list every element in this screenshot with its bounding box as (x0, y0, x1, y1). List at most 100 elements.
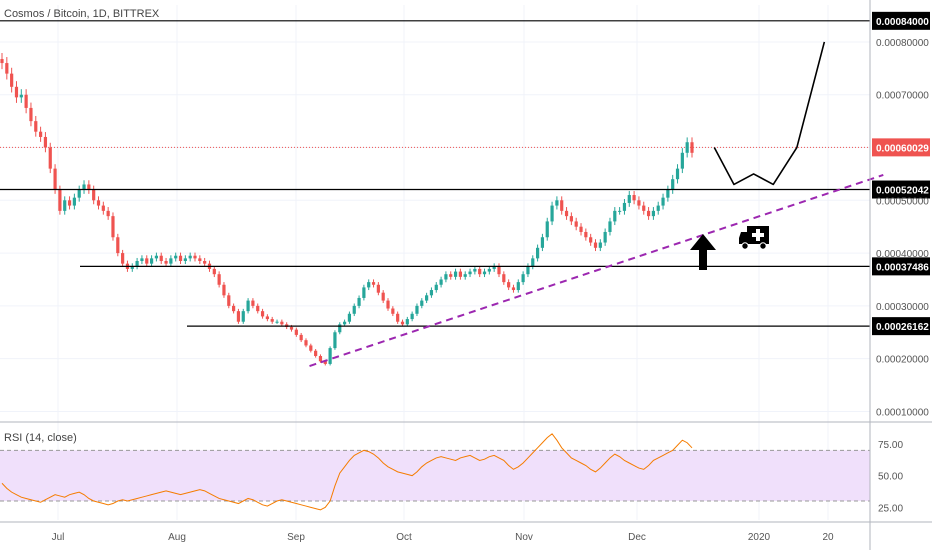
candle-body (246, 300, 250, 312)
candle-body (5, 63, 9, 74)
trendline (309, 174, 884, 367)
date-tick-label: Aug (168, 532, 186, 543)
candle-body (188, 255, 192, 259)
candle-body (661, 197, 665, 206)
candle-body (222, 284, 226, 296)
candle-body (439, 279, 443, 285)
candle-body (642, 205, 646, 211)
annotations (690, 226, 769, 270)
candle-body (632, 195, 636, 201)
candle-body (193, 255, 197, 259)
candle-body (260, 311, 265, 317)
candle-body (232, 305, 236, 312)
candle-body (352, 305, 356, 314)
up-arrow-icon (690, 234, 716, 270)
candle-body (593, 242, 598, 248)
last-price-label: 0.00060029 (876, 143, 929, 154)
candle-body (516, 282, 520, 291)
ambulance-cross-h (752, 233, 764, 237)
candle-body (487, 268, 491, 272)
candle-body (420, 300, 424, 306)
candle-body (550, 205, 554, 222)
support-resistance-lines: 0.00084000 0.00052042 0.00037486 0.00026162 (0, 11, 930, 336)
candle-body (39, 131, 43, 137)
candle-body (198, 258, 202, 262)
candle-body (43, 136, 48, 148)
candle-body (492, 266, 496, 269)
date-tick-label: Dec (628, 532, 646, 543)
candle-body (396, 313, 400, 322)
candle-body (468, 271, 472, 275)
candle-body (289, 326, 294, 330)
candle-body (381, 292, 385, 301)
ambulance-cab (739, 232, 747, 244)
level-tag (872, 11, 930, 30)
price-tick-label: 0.00020000 (876, 355, 929, 366)
axis-labels: 0.000800000.000700000.000600000.00050000… (52, 38, 930, 543)
candle-body (425, 295, 429, 301)
candle-body (101, 205, 105, 211)
price-tick-label: 0.00080000 (876, 38, 929, 49)
candle-body (453, 271, 458, 277)
candle-body (227, 295, 231, 306)
candle-body (164, 261, 168, 264)
candle-body (482, 271, 487, 275)
candle-body (106, 210, 110, 217)
candle-body (275, 321, 279, 323)
candle-body (415, 305, 419, 314)
candle-body (96, 200, 101, 206)
chart-title: Cosmos / Bitcoin, 1D, BITTREX (4, 8, 160, 20)
price-tick-label: 0.00070000 (876, 91, 929, 102)
candle-body (159, 255, 163, 262)
candle-body (87, 184, 91, 190)
candle-body (651, 210, 655, 217)
candle-body (130, 266, 134, 269)
candle-body (256, 305, 260, 312)
candle-body (251, 300, 255, 306)
candle-body (473, 268, 477, 272)
candle-body (217, 274, 221, 285)
candle-body (34, 121, 38, 132)
candle-body (116, 237, 120, 254)
candle-body (241, 311, 245, 322)
rsi-tick-label: 25.00 (878, 503, 903, 514)
date-tick-label: Oct (396, 532, 412, 543)
candle-body (236, 311, 241, 322)
candle-body (671, 179, 675, 190)
candle-body (299, 334, 303, 341)
candle-body (613, 210, 617, 222)
candle-body (154, 255, 159, 259)
candle-body (362, 287, 366, 298)
candle-body (622, 202, 627, 211)
candle-body (309, 345, 313, 351)
level-tag (872, 257, 930, 276)
candle-body (338, 324, 342, 333)
rsi-title: RSI (14, close) (4, 432, 77, 444)
candle-body (458, 271, 462, 277)
candle-body (618, 210, 622, 212)
candle-body (294, 329, 298, 335)
price-tick-label: 0.00040000 (876, 249, 929, 260)
candle-body (270, 319, 274, 322)
candle-body (656, 205, 660, 211)
level-label: 0.00052042 (876, 186, 929, 197)
candle-body (386, 300, 390, 309)
rsi-tick-label: 50.00 (878, 472, 903, 483)
candle-body (434, 284, 438, 291)
candle-body (63, 200, 67, 211)
candle-body (637, 200, 641, 206)
date-tick-label: Nov (515, 532, 533, 543)
date-tick-label: Jul (52, 532, 65, 543)
candle-body (449, 274, 453, 277)
grid-lines (0, 5, 870, 520)
candle-body (569, 216, 573, 222)
price-tick-label: 0.00010000 (876, 407, 929, 418)
candle-body (555, 200, 559, 206)
ambulance-wheel (759, 242, 767, 250)
candle-body (391, 308, 395, 314)
candle-body (304, 340, 308, 346)
level-label: 0.00084000 (876, 17, 929, 28)
candle-body (400, 321, 405, 325)
